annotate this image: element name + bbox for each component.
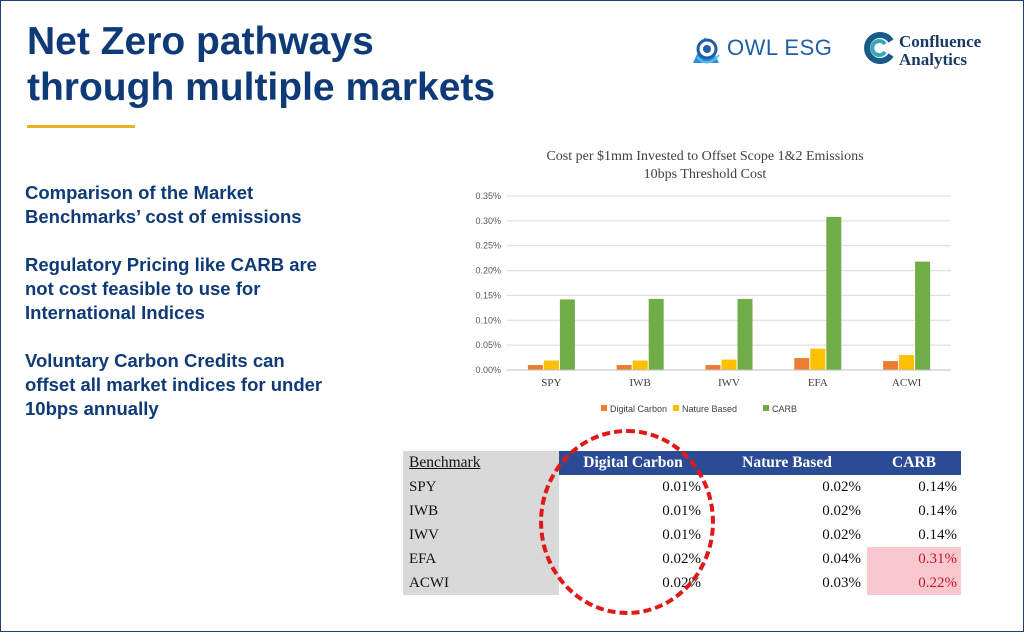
table-row: EFA 0.02% 0.04% 0.31% — [403, 547, 961, 571]
y-axis: 0.00% 0.05% 0.10% 0.15% 0.20% 0.25% 0.30% 0.35% — [475, 191, 501, 375]
bar-digital-carbon — [883, 361, 899, 370]
bar-carb — [826, 216, 842, 370]
cell-benchmark: EFA — [403, 547, 559, 571]
owl-esg-logo: OWL ESG — [689, 29, 849, 69]
bar-carb — [915, 261, 931, 370]
x-tick-label: ACWI — [892, 377, 922, 389]
y-tick-label: 0.05% — [475, 340, 501, 350]
legend-swatch — [673, 405, 679, 411]
confluence-logo-line-2: Analytics — [899, 50, 967, 69]
y-tick-label: 0.15% — [475, 290, 501, 300]
bar-nature-based — [721, 359, 737, 370]
chart-bars — [527, 216, 931, 370]
cell-benchmark: IWB — [403, 499, 559, 523]
cell-digital-carbon: 0.02% — [662, 550, 701, 567]
confluence-logo-line-1: Confluence — [899, 32, 982, 51]
table-row: SPY 0.01% 0.02% 0.14% — [403, 475, 961, 499]
title-underline — [27, 125, 135, 128]
cell-carb: 0.14% — [918, 502, 957, 519]
legend-label: CARB — [772, 404, 797, 414]
bar-nature-based — [810, 348, 826, 370]
cell-digital-carbon: 0.01% — [662, 478, 701, 495]
cell-nature-based: 0.03% — [822, 574, 861, 591]
bullet-2: Regulatory Pricing like CARB are not cos… — [25, 254, 317, 323]
confluence-ring-icon — [864, 32, 894, 64]
owl-esg-logo-text: OWL ESG — [727, 35, 833, 60]
y-tick-label: 0.25% — [475, 241, 501, 251]
table-row: IWV 0.01% 0.02% 0.14% — [403, 523, 961, 547]
slide-title: Net Zero pathways through multiple marke… — [27, 19, 647, 111]
y-tick-label: 0.00% — [475, 365, 501, 375]
bar-carb — [559, 299, 575, 370]
x-tick-label: IWB — [630, 377, 651, 389]
bullet-list: Comparison of the Market Benchmarks’ cos… — [25, 181, 325, 445]
bar-digital-carbon — [616, 365, 632, 370]
bar-digital-carbon — [527, 365, 543, 370]
chart-subtitle: 10bps Threshold Cost — [644, 167, 767, 182]
cost-table: Benchmark Digital Carbon Nature Based CA… — [403, 451, 961, 595]
col-digital-carbon: Digital Carbon — [559, 451, 707, 475]
legend-label: Digital Carbon — [610, 404, 667, 414]
cell-carb-highlighted: 0.22% — [867, 571, 961, 595]
bar-nature-based — [899, 355, 915, 370]
cell-digital-carbon: 0.01% — [662, 502, 701, 519]
table-row: ACWI 0.02% 0.03% 0.22% — [403, 571, 961, 595]
bullet-1: Comparison of the Market Benchmarks’ cos… — [25, 182, 302, 227]
legend-swatch — [763, 405, 769, 411]
y-tick-label: 0.30% — [475, 216, 501, 226]
y-tick-label: 0.20% — [475, 266, 501, 276]
title-line-2: through multiple markets — [27, 66, 496, 109]
x-axis: SPY IWB IWV EFA ACWI — [507, 369, 951, 389]
col-nature-based: Nature Based — [707, 451, 867, 475]
bar-digital-carbon — [794, 358, 810, 370]
bar-carb — [648, 298, 664, 370]
bar-nature-based — [632, 360, 648, 370]
chart-title: Cost per $1mm Invested to Offset Scope 1… — [546, 149, 863, 164]
cell-digital-carbon: 0.02% — [662, 574, 701, 591]
cell-carb-highlighted: 0.31% — [867, 547, 961, 571]
confluence-analytics-logo: Confluence Analytics — [863, 31, 1013, 75]
bar-carb — [737, 298, 753, 370]
x-tick-label: EFA — [808, 377, 828, 389]
legend-label: Nature Based — [682, 404, 737, 414]
cell-nature-based: 0.02% — [822, 478, 861, 495]
cell-nature-based: 0.04% — [822, 550, 861, 567]
chart-legend: Digital Carbon Nature Based CARB — [601, 404, 797, 414]
bullet-3: Voluntary Carbon Credits can offset all … — [25, 350, 323, 419]
cell-benchmark: SPY — [403, 475, 559, 499]
x-tick-label: IWV — [718, 377, 740, 389]
bar-digital-carbon — [705, 365, 721, 370]
confluence-logo-text: Confluence Analytics — [899, 33, 981, 69]
owl-eye-icon — [693, 37, 720, 64]
cell-carb: 0.14% — [918, 478, 957, 495]
title-line-1: Net Zero pathways — [27, 20, 374, 63]
bar-nature-based — [543, 360, 559, 370]
y-tick-label: 0.10% — [475, 315, 501, 325]
cell-nature-based: 0.02% — [822, 502, 861, 519]
cell-digital-carbon: 0.01% — [662, 526, 701, 543]
cell-carb: 0.14% — [918, 526, 957, 543]
legend-swatch — [601, 405, 607, 411]
cell-benchmark: ACWI — [403, 571, 559, 595]
y-tick-label: 0.35% — [475, 191, 501, 201]
table-header-row: Benchmark Digital Carbon Nature Based CA… — [403, 451, 961, 475]
chart-gridlines — [507, 195, 951, 346]
table-row: IWB 0.01% 0.02% 0.14% — [403, 499, 961, 523]
col-benchmark: Benchmark — [403, 451, 559, 475]
x-tick-label: SPY — [541, 377, 561, 389]
col-carb: CARB — [867, 451, 961, 475]
cell-benchmark: IWV — [403, 523, 559, 547]
cell-nature-based: 0.02% — [822, 526, 861, 543]
cost-bar-chart: Cost per $1mm Invested to Offset Scope 1… — [475, 149, 951, 414]
